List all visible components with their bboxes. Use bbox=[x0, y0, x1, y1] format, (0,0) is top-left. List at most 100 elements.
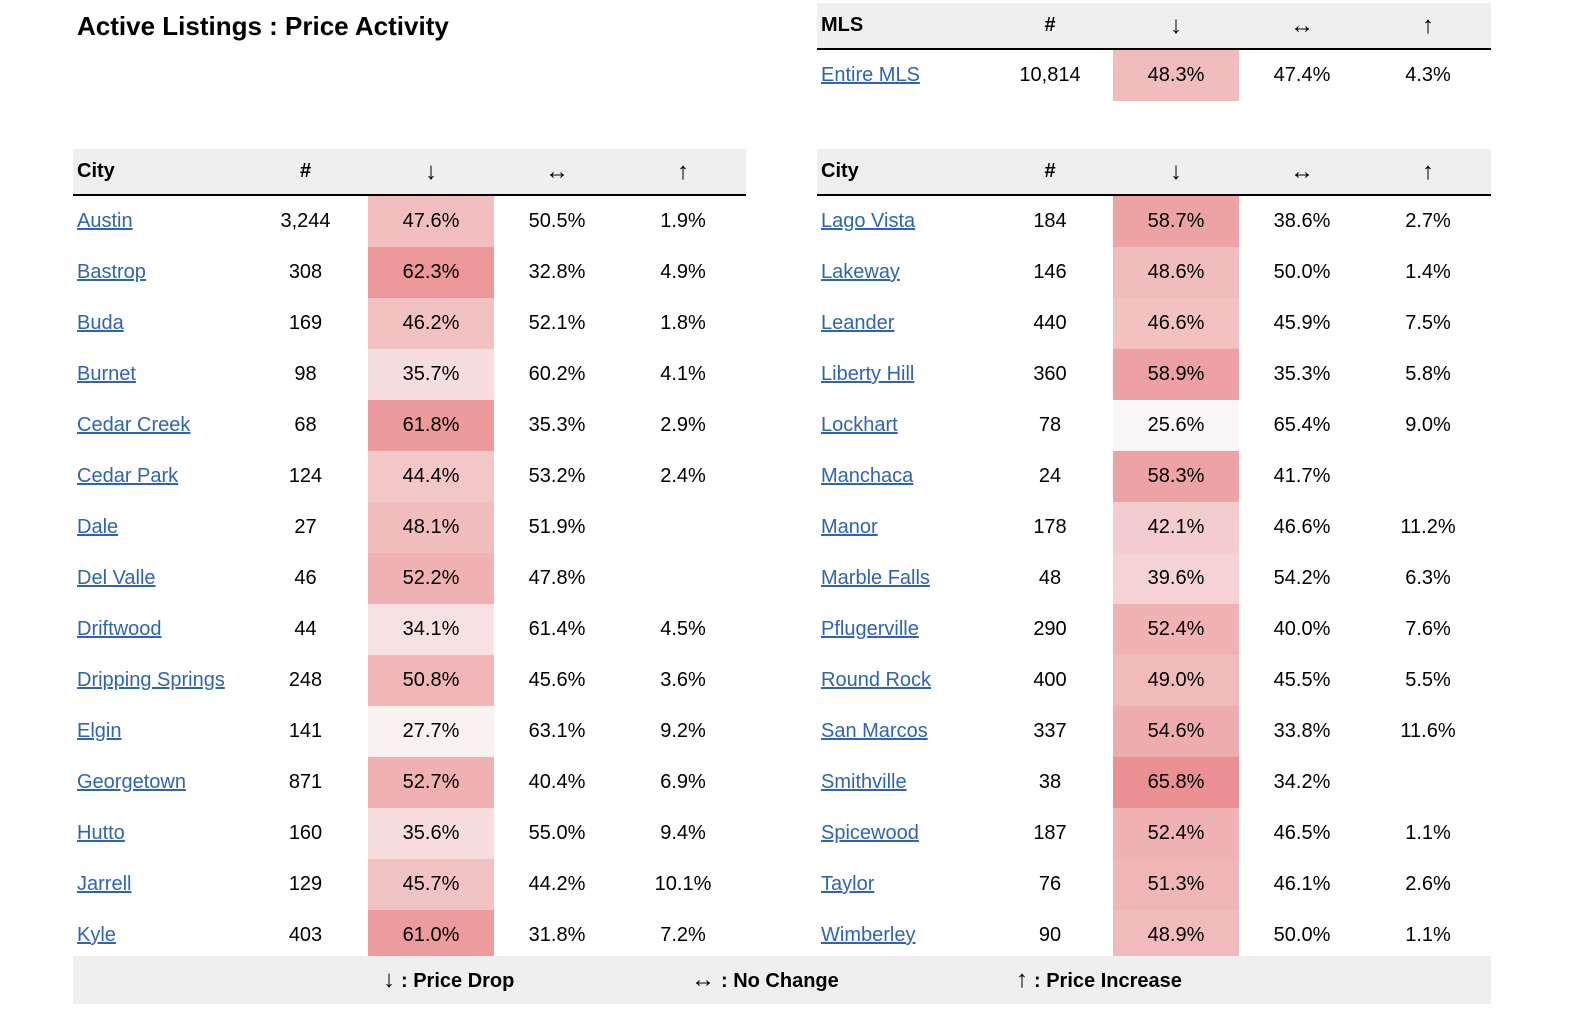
city-name-cell: Taylor bbox=[817, 859, 987, 910]
city-link[interactable]: Taylor bbox=[821, 873, 875, 895]
no-change-cell: 55.0% bbox=[528, 822, 586, 844]
mls-summary-table: MLS # ↓ ↔ ↑ Entire MLS 10,814 48.3% 47.4… bbox=[817, 3, 1491, 101]
table-row: Kyle 403 61.0% 31.8% 7.2% bbox=[73, 910, 746, 961]
price-drop-cell: 58.7% bbox=[1113, 195, 1239, 247]
city-name-cell: Driftwood bbox=[73, 604, 243, 655]
city-link[interactable]: Del Valle bbox=[77, 567, 156, 589]
table-row: Elgin 141 27.7% 63.1% 9.2% bbox=[73, 706, 746, 757]
count-cell: 178 bbox=[1033, 516, 1067, 538]
count-cell: 46 bbox=[294, 567, 317, 589]
count-cell: 124 bbox=[288, 465, 323, 487]
price-increase-cell: 2.6% bbox=[1405, 873, 1451, 895]
table-row: Spicewood 187 52.4% 46.5% 1.1% bbox=[817, 808, 1491, 859]
city-link[interactable]: Buda bbox=[77, 312, 124, 334]
no-change-cell: 63.1% bbox=[528, 720, 586, 742]
city-link[interactable]: Dale bbox=[77, 516, 119, 538]
price-drop-cell: 45.7% bbox=[368, 859, 494, 910]
city-link[interactable]: Burnet bbox=[77, 363, 136, 385]
count-cell: 169 bbox=[288, 312, 323, 334]
city-name-cell: Wimberley bbox=[817, 910, 987, 961]
table-row: Lakeway 146 48.6% 50.0% 1.4% bbox=[817, 247, 1491, 298]
count-cell: 400 bbox=[1033, 669, 1067, 691]
city-link[interactable]: Manor bbox=[821, 516, 878, 538]
count-cell: 403 bbox=[288, 924, 323, 946]
down-arrow-icon: ↓ bbox=[383, 966, 395, 993]
city-name-cell: Cedar Park bbox=[73, 451, 243, 502]
count-cell: 76 bbox=[1038, 873, 1062, 895]
city-link[interactable]: Kyle bbox=[77, 924, 116, 946]
count-cell: 290 bbox=[1033, 618, 1067, 640]
count-cell: 360 bbox=[1033, 363, 1067, 385]
city-link[interactable]: Driftwood bbox=[77, 618, 162, 640]
city-name-cell: Bastrop bbox=[73, 247, 243, 298]
city-link[interactable]: Cedar Creek bbox=[77, 414, 191, 436]
city-link[interactable]: Pflugerville bbox=[821, 618, 919, 640]
city-table-right-body: Lago Vista 184 58.7% 38.6% 2.7% Lakeway 146 48.… bbox=[817, 195, 1491, 961]
table-row: San Marcos 337 54.6% 33.8% 11.6% bbox=[817, 706, 1491, 757]
no-change-cell: 46.1% bbox=[1273, 873, 1331, 895]
table-row: Cedar Park 124 44.4% 53.2% 2.4% bbox=[73, 451, 746, 502]
city-link[interactable]: Round Rock bbox=[821, 669, 932, 691]
city-column-header: City bbox=[73, 149, 243, 196]
city-link[interactable]: Bastrop bbox=[77, 261, 146, 283]
price-increase-cell: 3.6% bbox=[660, 669, 706, 691]
legend-no-change: ↔: No Change bbox=[691, 956, 839, 1004]
city-table-left-body: Austin 3,244 47.6% 50.5% 1.9% Bastrop 308 62.3%… bbox=[73, 195, 746, 961]
city-link[interactable]: Lockhart bbox=[821, 414, 898, 436]
city-link[interactable]: Spicewood bbox=[821, 822, 919, 844]
count-cell: 48 bbox=[1038, 567, 1062, 589]
city-link[interactable]: Dripping Springs bbox=[77, 669, 225, 691]
count-cell: 98 bbox=[294, 363, 317, 385]
city-name-cell: Smithville bbox=[817, 757, 987, 808]
city-link[interactable]: Wimberley bbox=[821, 924, 916, 946]
city-link[interactable]: Liberty Hill bbox=[821, 363, 915, 385]
price-increase-cell: 9.0% bbox=[1405, 414, 1451, 436]
no-change-column-header: ↔ bbox=[1239, 149, 1365, 196]
price-increase-cell: 4.5% bbox=[660, 618, 706, 640]
price-increase-cell: 1.1% bbox=[1405, 924, 1451, 946]
legend-bar: ↓: Price Drop ↔: No Change ↑: Price Incr… bbox=[73, 956, 1491, 1004]
price-increase-cell: 6.3% bbox=[1405, 567, 1451, 589]
city-link[interactable]: Lakeway bbox=[821, 261, 900, 283]
price-drop-cell: 52.4% bbox=[1113, 604, 1239, 655]
city-header-row: City # ↓ ↔ ↑ bbox=[817, 149, 1491, 196]
no-change-cell: 53.2% bbox=[528, 465, 586, 487]
price-increase-cell bbox=[620, 502, 746, 553]
table-row: Dripping Springs 248 50.8% 45.6% 3.6% bbox=[73, 655, 746, 706]
count-cell: 27 bbox=[294, 516, 317, 538]
price-drop-cell: 27.7% bbox=[368, 706, 494, 757]
price-drop-cell: 62.3% bbox=[368, 247, 494, 298]
no-change-cell: 65.4% bbox=[1273, 414, 1331, 436]
count-cell: 308 bbox=[288, 261, 323, 283]
table-row: Liberty Hill 360 58.9% 35.3% 5.8% bbox=[817, 349, 1491, 400]
city-link[interactable]: Jarrell bbox=[77, 873, 132, 895]
city-link[interactable]: Marble Falls bbox=[821, 567, 930, 589]
city-link[interactable]: San Marcos bbox=[821, 720, 928, 742]
no-change-column-header: ↔ bbox=[1239, 3, 1365, 50]
city-link[interactable]: Lago Vista bbox=[821, 210, 916, 232]
price-drop-cell: 46.6% bbox=[1113, 298, 1239, 349]
price-drop-cell: 52.7% bbox=[368, 757, 494, 808]
count-cell: 187 bbox=[1033, 822, 1067, 844]
city-name-cell: Manchaca bbox=[817, 451, 987, 502]
city-name-cell: Dale bbox=[73, 502, 243, 553]
count-cell: 248 bbox=[288, 669, 323, 691]
count-cell: 141 bbox=[288, 720, 323, 742]
city-link[interactable]: Hutto bbox=[77, 822, 125, 844]
city-link[interactable]: Georgetown bbox=[77, 771, 186, 793]
city-table-left: City # ↓ ↔ ↑ Austin 3,244 47.6% 50.5% 1.9% Ba… bbox=[73, 149, 746, 961]
legend-no-change-label: : No Change bbox=[721, 970, 839, 992]
city-link[interactable]: Austin bbox=[77, 210, 133, 232]
city-link[interactable]: Smithville bbox=[821, 771, 907, 793]
city-name-cell: Elgin bbox=[73, 706, 243, 757]
mls-link[interactable]: Entire MLS bbox=[821, 64, 920, 86]
city-link[interactable]: Elgin bbox=[77, 720, 122, 742]
city-link[interactable]: Leander bbox=[821, 312, 895, 334]
no-change-cell: 45.6% bbox=[528, 669, 586, 691]
no-change-cell: 60.2% bbox=[528, 363, 586, 385]
price-increase-cell: 1.8% bbox=[660, 312, 706, 334]
count-cell: 337 bbox=[1033, 720, 1067, 742]
city-link[interactable]: Cedar Park bbox=[77, 465, 179, 487]
city-link[interactable]: Manchaca bbox=[821, 465, 914, 487]
city-name-cell: Austin bbox=[73, 195, 243, 247]
